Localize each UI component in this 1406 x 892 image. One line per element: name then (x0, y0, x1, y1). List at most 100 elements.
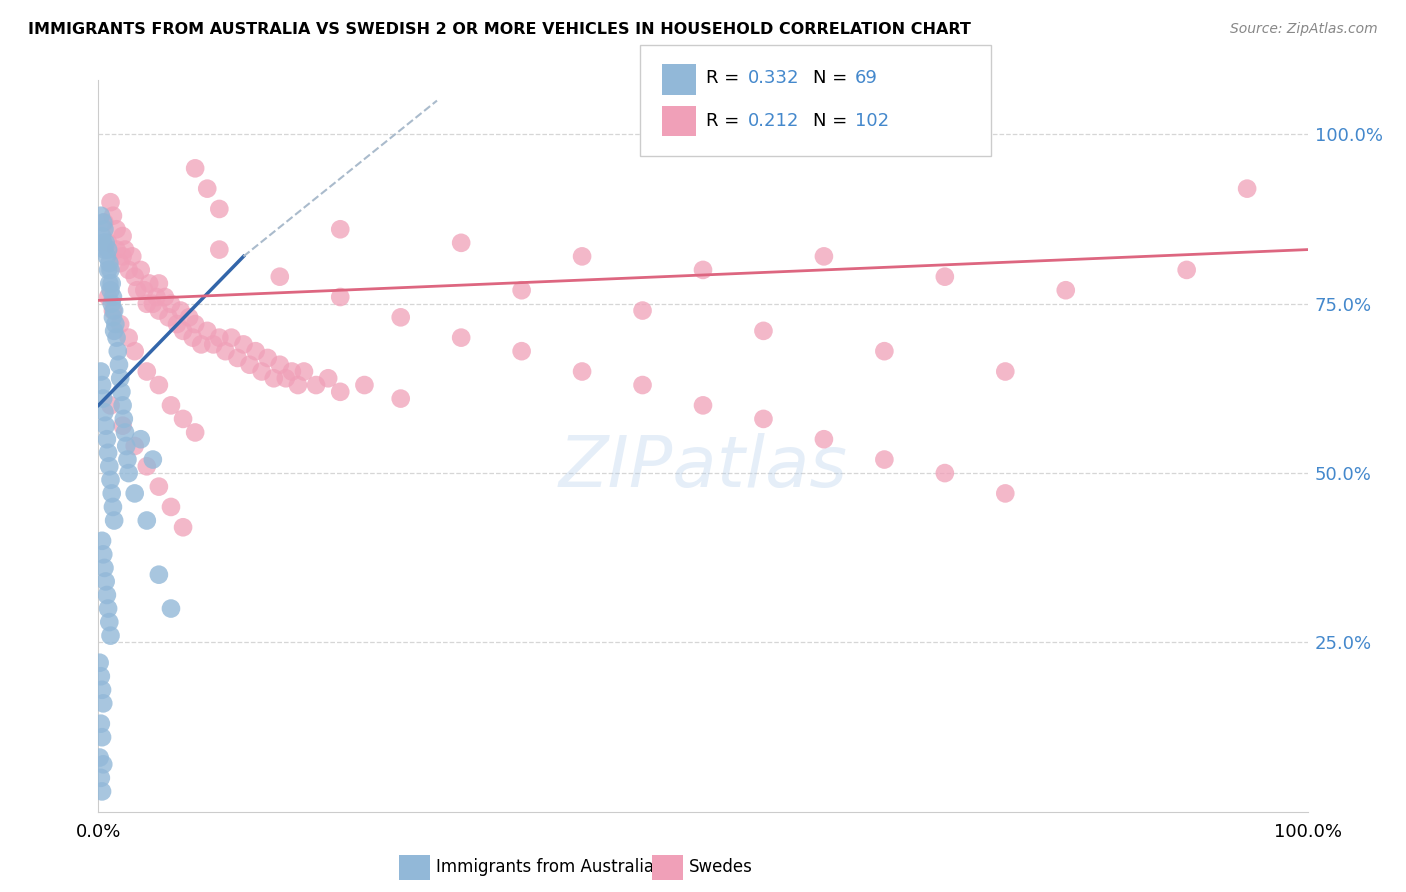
Point (90, 364, 112, 378)
Point (98, 459, 121, 474)
Text: N =: N = (813, 112, 852, 130)
Point (269, 269, 291, 284)
Point (91, 235, 114, 250)
Point (124, 439, 146, 453)
Point (134, 283, 156, 297)
Point (239, 358, 262, 372)
Point (97, 446, 120, 460)
Point (96, 588, 118, 602)
Point (135, 459, 157, 474)
Point (135, 364, 157, 378)
Point (117, 452, 139, 467)
Text: R =: R = (706, 112, 745, 130)
Point (115, 439, 138, 453)
Point (129, 263, 152, 277)
Point (256, 351, 278, 365)
Point (89, 750, 111, 764)
Point (226, 351, 249, 365)
Point (169, 303, 191, 318)
Point (208, 202, 231, 216)
Point (91, 697, 114, 711)
Point (631, 378, 654, 392)
Point (274, 371, 297, 385)
Point (510, 283, 533, 297)
Point (114, 243, 136, 257)
Point (232, 337, 254, 351)
Point (100, 297, 122, 311)
Point (91, 784, 114, 798)
Point (91, 730, 114, 744)
Point (100, 473, 122, 487)
Point (389, 310, 412, 325)
Point (108, 317, 131, 331)
Point (124, 344, 146, 359)
Text: Source: ZipAtlas.com: Source: ZipAtlas.com (1230, 22, 1378, 37)
Point (97, 263, 120, 277)
Point (873, 452, 896, 467)
Point (124, 269, 146, 284)
Point (111, 398, 134, 412)
Text: 102: 102 (855, 112, 889, 130)
Point (195, 324, 218, 338)
Point (129, 432, 152, 446)
Point (172, 324, 194, 338)
Point (90, 669, 112, 683)
Point (118, 331, 141, 345)
Point (934, 269, 956, 284)
Point (148, 567, 170, 582)
Point (166, 317, 188, 331)
Point (93, 222, 115, 236)
Point (934, 466, 956, 480)
Point (118, 263, 141, 277)
Point (101, 310, 124, 325)
Point (91, 229, 114, 244)
Point (93, 561, 115, 575)
Point (91, 757, 114, 772)
Point (97, 243, 120, 257)
Text: ZIPatlas: ZIPatlas (558, 434, 848, 502)
Point (190, 337, 212, 351)
Point (108, 358, 131, 372)
Point (112, 412, 135, 426)
Point (104, 317, 127, 331)
Point (172, 520, 194, 534)
Text: 0.212: 0.212 (748, 112, 800, 130)
Point (91, 392, 114, 406)
Point (184, 425, 207, 440)
Point (287, 378, 309, 392)
Point (105, 222, 128, 236)
Point (107, 344, 129, 359)
Point (245, 344, 267, 359)
Point (100, 629, 122, 643)
Point (100, 277, 122, 291)
Point (145, 290, 167, 304)
Point (157, 310, 180, 325)
Point (329, 222, 352, 236)
Point (108, 256, 131, 270)
Point (90, 209, 112, 223)
Point (316, 371, 339, 385)
Point (873, 344, 896, 359)
Point (994, 486, 1017, 500)
Point (90, 716, 112, 731)
Point (329, 290, 352, 304)
Point (1236, 181, 1258, 195)
Point (142, 297, 165, 311)
Point (752, 412, 775, 426)
Point (111, 418, 134, 433)
Point (127, 283, 149, 297)
Point (450, 331, 472, 345)
Point (138, 277, 160, 291)
Point (101, 290, 124, 304)
Point (101, 303, 124, 318)
Point (510, 344, 533, 359)
Text: 0.332: 0.332 (748, 70, 800, 87)
Point (160, 297, 183, 311)
Point (263, 371, 285, 385)
Point (97, 235, 120, 250)
Point (202, 337, 225, 351)
Point (110, 384, 132, 399)
Point (148, 378, 170, 392)
Point (181, 331, 204, 345)
Point (105, 243, 128, 257)
